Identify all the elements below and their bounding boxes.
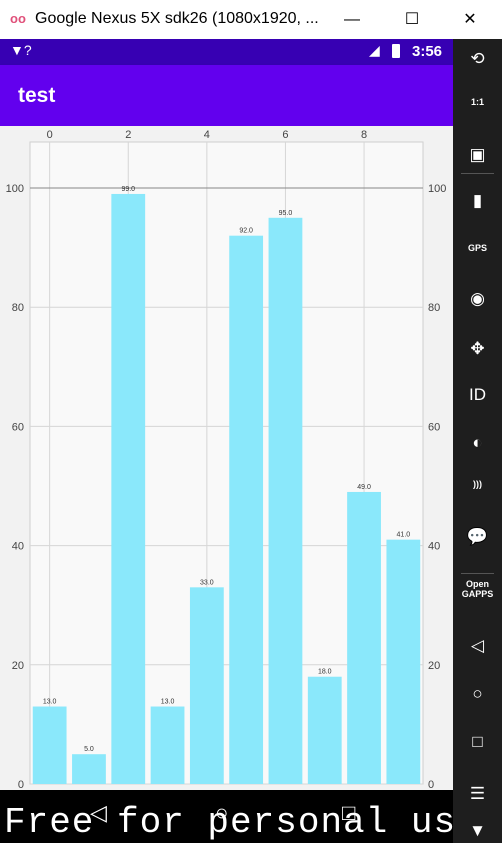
bar-chart-svg[interactable]: 0 0 20 20 40 40 60 60 80 80 100 100 0 2 4 6 8 13.0 5.0 99.0… bbox=[0, 126, 453, 824]
y-tick-label-right: 40 bbox=[428, 541, 440, 553]
rss-icon[interactable]: ))) bbox=[473, 479, 482, 489]
clapper-icon[interactable]: ▣ bbox=[469, 145, 486, 164]
camera-icon[interactable]: ◉ bbox=[470, 289, 485, 308]
bar bbox=[72, 754, 106, 784]
bar bbox=[189, 587, 224, 784]
bar bbox=[347, 491, 381, 784]
y-tick-label-right: 100 bbox=[428, 183, 446, 195]
app-title: test bbox=[18, 84, 56, 107]
sidebar-separator bbox=[461, 573, 494, 574]
bar bbox=[150, 706, 185, 784]
bar-value-label: 95.0 bbox=[279, 210, 293, 217]
bar bbox=[386, 539, 421, 784]
emulator-logo-icon: oo bbox=[10, 11, 26, 26]
bar bbox=[111, 193, 146, 785]
bar-value-label: 49.0 bbox=[357, 484, 371, 491]
battery-icon[interactable]: ▮ bbox=[472, 191, 483, 210]
bar-chart[interactable]: 0 0 20 20 40 40 60 60 80 80 100 100 0 2 4 6 8 13.0 5.0 99.0… bbox=[0, 126, 453, 824]
fullscreen-icon[interactable]: 1:1 bbox=[470, 97, 484, 107]
bar-value-label: 33.0 bbox=[200, 579, 214, 586]
back-icon[interactable]: ◁ bbox=[470, 636, 485, 655]
bar bbox=[32, 706, 67, 784]
status-bar: ▼? ◢ 3:56 bbox=[0, 39, 453, 65]
collapse-icon[interactable]: ▼ bbox=[469, 821, 486, 840]
signal-icon: ◢ bbox=[369, 42, 380, 58]
y-tick-label-right: 0 bbox=[428, 779, 434, 790]
device-screen: ▼? ◢ 3:56 test 0 0 20 20 40 40 60 60 80 80 100 100 0… bbox=[0, 39, 453, 843]
nav-home-button[interactable]: ○ bbox=[215, 800, 229, 825]
bar-value-label: 13.0 bbox=[43, 699, 57, 706]
bar-value-label: 18.0 bbox=[318, 669, 332, 676]
sidebar-separator bbox=[461, 173, 494, 174]
y-tick-label-left: 0 bbox=[18, 779, 24, 790]
maximize-button[interactable]: ☐ bbox=[404, 11, 420, 28]
x-tick-label: 2 bbox=[125, 129, 131, 141]
bar-value-label: 5.0 bbox=[84, 746, 94, 753]
x-tick-label: 0 bbox=[47, 129, 53, 141]
move-icon[interactable]: ✥ bbox=[470, 339, 485, 358]
bar-value-label: 13.0 bbox=[161, 699, 175, 706]
open-gapps-icon[interactable]: Open GAPPS bbox=[461, 579, 494, 599]
nav-back-button[interactable]: ◁ bbox=[90, 800, 107, 825]
y-tick-label-left: 60 bbox=[12, 421, 24, 433]
bar-value-label: 92.0 bbox=[239, 228, 253, 235]
gps-icon[interactable]: GPS bbox=[467, 243, 487, 253]
y-tick-label-left: 100 bbox=[6, 183, 24, 195]
battery-icon bbox=[392, 44, 400, 58]
minimize-button[interactable]: — bbox=[344, 11, 360, 28]
menu-icon[interactable]: ☰ bbox=[469, 784, 486, 803]
close-button[interactable]: ✕ bbox=[463, 11, 477, 28]
bar bbox=[268, 217, 303, 785]
wifi-icon: ▼? bbox=[10, 42, 32, 58]
y-tick-label-right: 20 bbox=[428, 660, 440, 672]
x-tick-label: 6 bbox=[282, 129, 288, 141]
bar bbox=[229, 235, 264, 784]
status-time: 3:56 bbox=[412, 43, 443, 60]
home-icon[interactable]: ○ bbox=[472, 684, 483, 703]
y-tick-label-left: 40 bbox=[12, 541, 24, 553]
y-tick-label-right: 60 bbox=[428, 421, 440, 433]
media-icon[interactable]: ◐ bbox=[472, 433, 483, 452]
message-icon[interactable]: 💬 bbox=[466, 527, 489, 546]
x-tick-label: 4 bbox=[204, 129, 210, 141]
rotate-icon[interactable]: ⟲ bbox=[470, 49, 485, 68]
nav-recents-button[interactable]: □ bbox=[342, 800, 356, 825]
y-tick-label-left: 20 bbox=[12, 660, 24, 672]
emulator-sidebar: ⟲ 1:1 ▣ ▮ GPS ◉ ✥ ID ◐))) 💬 Open GAPPS ◁ ○ □ ☰ ▼ bbox=[453, 39, 502, 843]
watermark-text: Free for personal use bbox=[4, 802, 479, 843]
app-bar: test bbox=[0, 65, 453, 126]
recents-icon[interactable]: □ bbox=[472, 732, 483, 751]
y-tick-label-left: 80 bbox=[12, 302, 24, 314]
bar-value-label: 99.0 bbox=[121, 186, 135, 193]
window-title: Google Nexus 5X sdk26 (1080x1920, ... bbox=[35, 10, 319, 27]
id-icon[interactable]: ID bbox=[469, 385, 486, 404]
navigation-bar: ◁ ○ □ bbox=[0, 790, 453, 843]
x-tick-label: 8 bbox=[361, 129, 367, 141]
y-tick-label-right: 80 bbox=[428, 302, 440, 314]
bar bbox=[307, 676, 342, 784]
emulator-title-bar: oo Google Nexus 5X sdk26 (1080x1920, ...… bbox=[0, 0, 502, 40]
bar-value-label: 41.0 bbox=[397, 532, 411, 539]
